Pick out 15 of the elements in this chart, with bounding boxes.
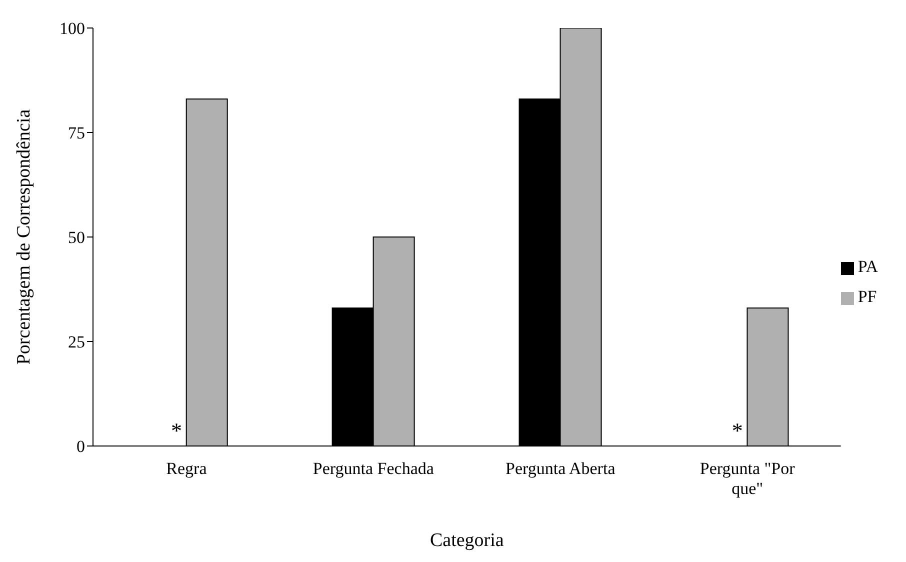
legend-label: PA bbox=[858, 257, 878, 276]
x-tick-label: Pergunta "Por que" bbox=[700, 459, 796, 498]
x-tick-label: Pergunta Aberta bbox=[506, 459, 616, 478]
y-tick-label: 0 bbox=[76, 437, 85, 456]
y-tick-label: 75 bbox=[68, 124, 85, 143]
x-tick-label: Pergunta Fechada bbox=[312, 459, 434, 478]
legend-label: PF bbox=[858, 287, 877, 306]
y-axis-title: Porcentagem de Correspondência bbox=[14, 108, 35, 365]
x-axis-title: Categoria bbox=[430, 530, 504, 551]
y-tick-label: 25 bbox=[68, 332, 85, 352]
x-tick-label: Regra bbox=[166, 459, 208, 478]
annotation: * bbox=[170, 418, 182, 443]
y-tick-label: 50 bbox=[68, 228, 85, 248]
annotation: * bbox=[732, 418, 743, 443]
y-tick-label: 100 bbox=[60, 19, 85, 38]
